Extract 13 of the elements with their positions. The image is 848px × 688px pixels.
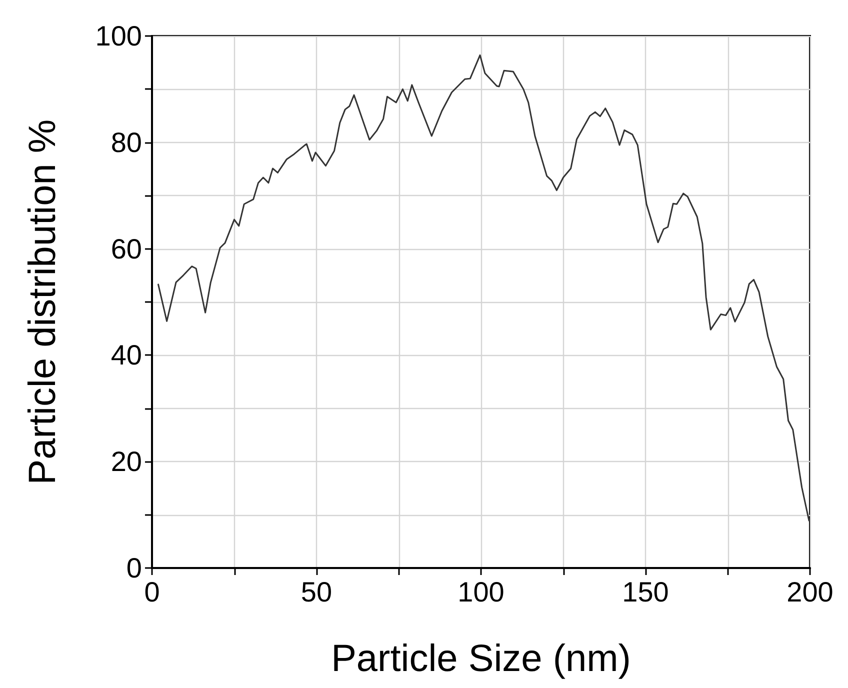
y-tick-label: 100 — [95, 20, 142, 52]
x-axis-title: Particle Size (nm) — [331, 638, 631, 680]
y-tick-label: 20 — [110, 446, 142, 478]
x-tick-label: 100 — [458, 576, 504, 608]
line-series — [158, 54, 810, 522]
y-tick-label: 60 — [110, 233, 142, 264]
x-tick-label: 150 — [622, 576, 669, 608]
y-tick-label: 40 — [110, 340, 142, 371]
y-tick-label: 0 — [126, 552, 142, 584]
y-axis-title: Particle distribution % — [22, 119, 64, 485]
x-tick-label: 200 — [786, 576, 834, 608]
y-tick-label: 80 — [110, 126, 142, 158]
x-tick-label: 50 — [300, 576, 332, 608]
